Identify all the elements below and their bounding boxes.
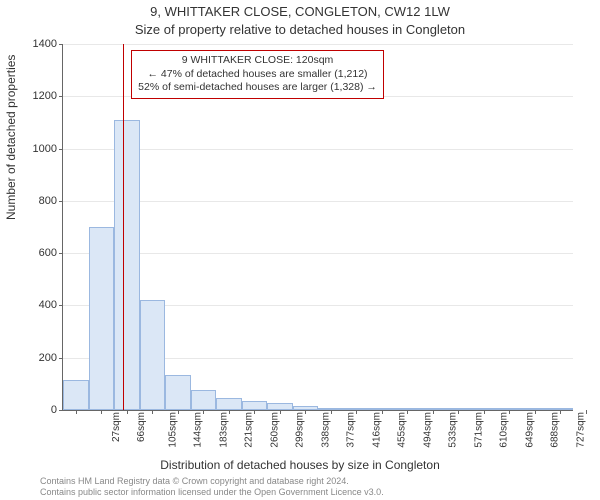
x-tick-label: 260sqm — [269, 412, 280, 448]
x-tick-label: 455sqm — [397, 412, 408, 448]
y-tick-label: 800 — [39, 195, 57, 207]
x-tick — [382, 410, 383, 414]
x-tick-label: 183sqm — [218, 412, 229, 448]
y-tick-label: 200 — [39, 352, 57, 364]
x-tick-label: 533sqm — [448, 412, 459, 448]
histogram-bar — [114, 120, 140, 410]
x-tick — [127, 410, 128, 414]
y-tick-label: 1000 — [33, 143, 57, 155]
x-axis-label: Distribution of detached houses by size … — [0, 458, 600, 472]
x-tick — [101, 410, 102, 414]
x-tick — [535, 410, 536, 414]
y-tick — [59, 149, 63, 150]
y-tick-label: 0 — [51, 404, 57, 416]
histogram-bar — [140, 300, 166, 410]
x-tick — [484, 410, 485, 414]
annotation-line-1: 9 WHITTAKER CLOSE: 120sqm — [138, 54, 377, 68]
y-tick — [59, 305, 63, 306]
x-tick-label: 377sqm — [346, 412, 357, 448]
x-tick-label: 649sqm — [524, 412, 535, 448]
x-tick — [586, 410, 587, 414]
x-tick — [560, 410, 561, 414]
x-tick-label: 338sqm — [320, 412, 331, 448]
x-tick-label: 299sqm — [295, 412, 306, 448]
x-tick — [203, 410, 204, 414]
chart-plot-area: 020040060080010001200140027sqm66sqm105sq… — [62, 44, 573, 411]
credit-line-1: Contains HM Land Registry data © Crown c… — [40, 476, 384, 487]
credit-line-2: Contains public sector information licen… — [40, 487, 384, 498]
x-tick-label: 610sqm — [499, 412, 510, 448]
y-tick — [59, 44, 63, 45]
gridline — [63, 44, 573, 45]
x-tick — [254, 410, 255, 414]
chart-title-address: 9, WHITTAKER CLOSE, CONGLETON, CW12 1LW — [0, 4, 600, 19]
x-tick — [305, 410, 306, 414]
y-axis-label: Number of detached properties — [4, 55, 18, 220]
x-tick — [280, 410, 281, 414]
x-tick — [458, 410, 459, 414]
histogram-bar — [165, 375, 191, 410]
x-tick — [229, 410, 230, 414]
histogram-bar — [191, 390, 217, 410]
x-tick — [76, 410, 77, 414]
y-tick-label: 1400 — [33, 38, 57, 50]
histogram-bar — [242, 401, 268, 410]
x-tick-label: 27sqm — [111, 412, 122, 442]
x-tick-label: 416sqm — [371, 412, 382, 448]
histogram-bar — [216, 398, 242, 410]
gridline — [63, 149, 573, 150]
x-tick-label: 571sqm — [473, 412, 484, 448]
y-tick-label: 1200 — [33, 90, 57, 102]
chart-title-subtitle: Size of property relative to detached ho… — [0, 22, 600, 37]
gridline — [63, 201, 573, 202]
x-tick-label: 221sqm — [244, 412, 255, 448]
property-marker-line — [123, 44, 124, 410]
gridline — [63, 253, 573, 254]
y-tick-label: 400 — [39, 299, 57, 311]
y-tick — [59, 253, 63, 254]
x-tick-label: 105sqm — [167, 412, 178, 448]
credit-text: Contains HM Land Registry data © Crown c… — [40, 476, 384, 498]
histogram-bar — [89, 227, 115, 410]
x-tick-label: 688sqm — [550, 412, 561, 448]
annotation-line-3: 52% of semi-detached houses are larger (… — [138, 81, 377, 95]
x-tick — [509, 410, 510, 414]
x-tick — [407, 410, 408, 414]
y-tick — [59, 410, 63, 411]
x-tick — [356, 410, 357, 414]
annotation-box: 9 WHITTAKER CLOSE: 120sqm← 47% of detach… — [131, 50, 384, 99]
x-tick-label: 144sqm — [193, 412, 204, 448]
x-tick — [433, 410, 434, 414]
x-tick — [178, 410, 179, 414]
x-tick-label: 66sqm — [136, 412, 147, 442]
x-tick-label: 494sqm — [422, 412, 433, 448]
y-tick — [59, 96, 63, 97]
y-tick-label: 600 — [39, 247, 57, 259]
annotation-line-2: ← 47% of detached houses are smaller (1,… — [138, 68, 377, 82]
y-tick — [59, 358, 63, 359]
x-tick — [331, 410, 332, 414]
y-tick — [59, 201, 63, 202]
x-tick — [152, 410, 153, 414]
histogram-bar — [63, 380, 89, 410]
x-tick-label: 727sqm — [575, 412, 586, 448]
